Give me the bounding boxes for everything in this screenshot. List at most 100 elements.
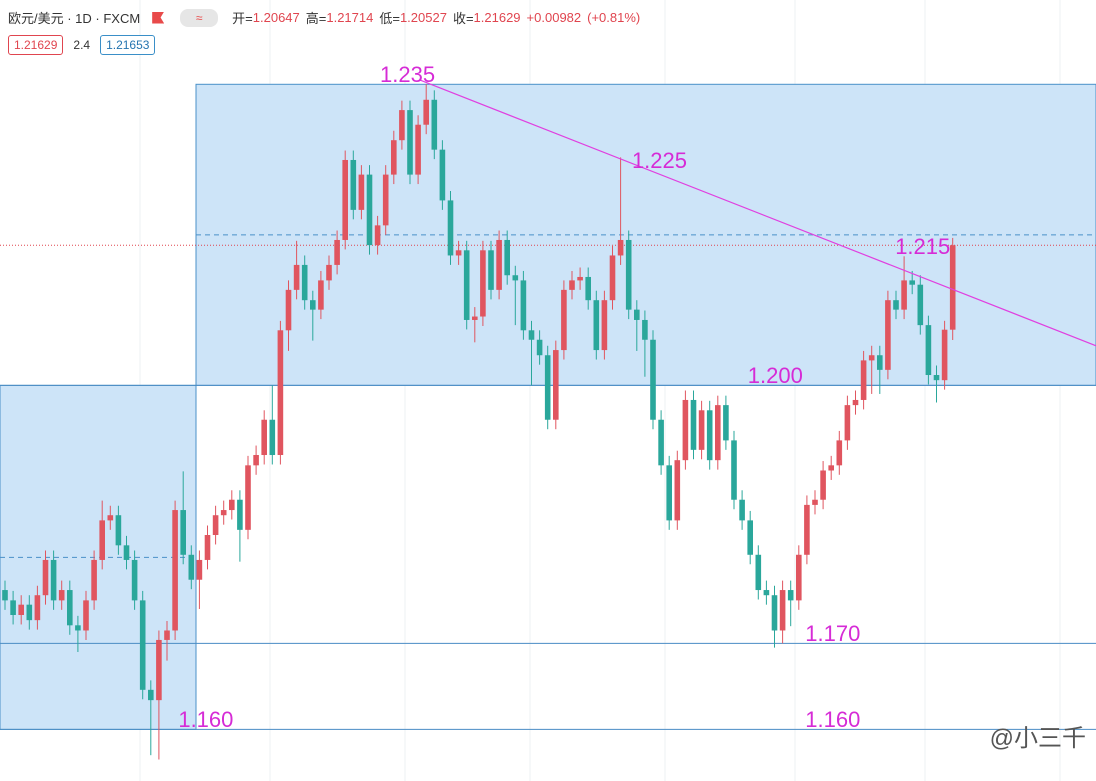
candle-body xyxy=(253,455,259,466)
close-value: 1.21629 xyxy=(473,10,521,25)
header: 欧元/美元 · 1D · FXCM ≈ 开= 1.20647 高= 1.21714 … xyxy=(8,8,646,27)
ask-badge[interactable]: 1.21653 xyxy=(100,35,156,55)
candle-body xyxy=(188,554,195,580)
candle-body xyxy=(771,595,778,631)
candle-body xyxy=(577,276,583,281)
candle-body xyxy=(812,499,818,505)
candle-body xyxy=(107,515,114,521)
high-value: 1.21714 xyxy=(326,10,374,25)
candle-body xyxy=(634,309,640,320)
candle-body xyxy=(496,239,502,290)
candle-body xyxy=(26,604,33,621)
candle-body xyxy=(10,600,16,615)
candle-body xyxy=(593,300,600,351)
candle-body xyxy=(520,280,527,331)
candle-body xyxy=(58,590,65,601)
spread: 2.4 xyxy=(73,38,91,52)
candle-body xyxy=(820,470,826,500)
candle-body xyxy=(536,339,543,356)
watermark: @小三千 xyxy=(989,725,1086,752)
candle-body xyxy=(877,355,883,370)
candle-body xyxy=(382,174,389,226)
price-annotation: 1.215 xyxy=(895,234,950,259)
candle-body xyxy=(220,510,227,516)
candle-body xyxy=(212,515,219,536)
candle-body xyxy=(666,465,672,521)
candle-body xyxy=(682,399,689,461)
candle-body xyxy=(318,280,324,310)
candle-body xyxy=(796,554,802,601)
candle-body xyxy=(917,284,924,326)
flag-icon[interactable] xyxy=(152,11,165,24)
candle-body xyxy=(350,159,357,210)
candle-body xyxy=(779,590,786,631)
candle-body xyxy=(301,264,308,301)
price-badges: 1.21629 2.4 1.21653 xyxy=(8,35,156,55)
candle-body xyxy=(34,595,41,621)
candle-body xyxy=(925,325,932,376)
candle-body xyxy=(909,280,915,285)
candle-body xyxy=(399,110,405,141)
candle-body xyxy=(42,559,49,596)
candle-body xyxy=(650,339,656,420)
candle-body xyxy=(544,355,551,420)
trendline xyxy=(419,79,1096,347)
candle-body xyxy=(472,316,478,320)
candle-body xyxy=(423,99,429,125)
low-value: 1.20527 xyxy=(399,10,447,25)
price-annotation: 1.170 xyxy=(805,621,860,646)
price-annotation: 1.160 xyxy=(178,707,233,732)
candle-body xyxy=(67,590,73,626)
candle-body xyxy=(731,440,737,500)
candle-body xyxy=(374,225,381,246)
price-annotation: 1.200 xyxy=(748,363,803,388)
price-annotation: 1.160 xyxy=(805,707,860,732)
candle-body xyxy=(139,600,146,690)
candle-body xyxy=(172,510,178,631)
candle-body xyxy=(366,174,373,246)
candle-body xyxy=(342,159,348,240)
candle-body xyxy=(334,239,340,265)
candle-body xyxy=(585,276,591,301)
candle-body xyxy=(131,559,138,601)
candle-body xyxy=(156,639,162,701)
price-annotation: 1.225 xyxy=(632,148,687,173)
compare-toggle[interactable]: ≈ xyxy=(180,8,219,27)
candle-body xyxy=(18,604,24,615)
price-annotation: 1.235 xyxy=(380,62,435,87)
candle-body xyxy=(310,300,316,310)
chart-title: 欧元/美元 · 1D · FXCM xyxy=(8,11,141,26)
candle-body xyxy=(617,239,624,256)
candle-body xyxy=(804,504,810,555)
candle-body xyxy=(277,330,284,456)
candle-body xyxy=(285,289,292,331)
candle-body xyxy=(204,535,211,560)
bid-badge[interactable]: 1.21629 xyxy=(8,35,64,55)
candle-body xyxy=(512,275,519,281)
candle-body xyxy=(868,355,875,361)
candle-body xyxy=(488,250,494,290)
candle-body xyxy=(293,264,300,290)
candle-body xyxy=(196,559,203,580)
candle-body xyxy=(763,590,770,596)
candle-body xyxy=(115,515,122,546)
high-label: 高= xyxy=(305,11,327,26)
candle-body xyxy=(844,405,851,441)
candle-body xyxy=(755,554,762,591)
candle-body xyxy=(747,520,753,555)
candle-body xyxy=(674,460,681,521)
candle-body xyxy=(99,520,105,560)
candle-body xyxy=(261,419,267,456)
candle-body xyxy=(180,510,186,555)
change-percent: (+0.81%) xyxy=(587,10,641,25)
candle-body xyxy=(885,300,891,370)
candle-body xyxy=(480,250,486,317)
candle-body xyxy=(836,440,843,466)
candle-body xyxy=(269,419,276,456)
candle-body xyxy=(91,559,97,601)
candle-body xyxy=(852,399,859,406)
candle-body xyxy=(561,289,567,351)
candle-body xyxy=(698,410,705,450)
candle-body xyxy=(237,499,243,530)
